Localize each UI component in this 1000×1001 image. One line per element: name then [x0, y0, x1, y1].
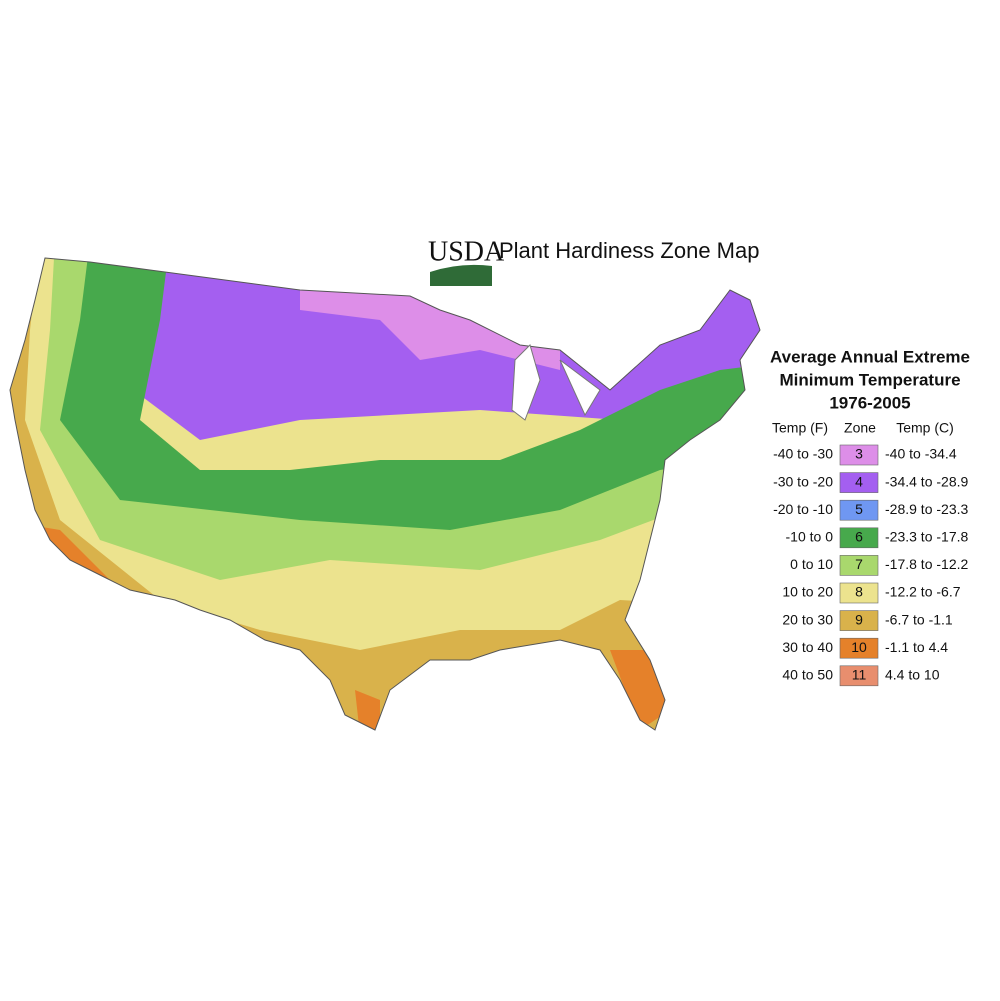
- legend-title: 1976-2005: [829, 393, 910, 412]
- zone-swatch: [839, 665, 879, 687]
- temp-c: -23.3 to -17.8: [885, 529, 968, 545]
- temp-f: 10 to 20: [782, 584, 833, 600]
- map-title: Plant Hardiness Zone Map: [499, 238, 759, 263]
- zone-number: 11: [852, 667, 867, 683]
- temp-c: -17.8 to -12.2: [885, 556, 968, 572]
- zone-swatch: [839, 582, 879, 604]
- legend-title: Average Annual Extreme: [770, 347, 970, 366]
- temp-f: -20 to -10: [773, 501, 833, 517]
- logo: USDA: [428, 236, 505, 286]
- country-outline: [9, 257, 761, 731]
- zone-swatch: [839, 499, 879, 521]
- temp-f: 0 to 10: [790, 556, 833, 572]
- temp-f: 40 to 50: [782, 667, 833, 683]
- legend: Average Annual Extreme Minimum Temperatu…: [770, 347, 970, 687]
- zone-swatch: [839, 444, 879, 466]
- logo-text: USDA: [428, 236, 505, 267]
- temp-c: -1.1 to 4.4: [885, 639, 948, 655]
- temp-c: 4.4 to 10: [885, 667, 940, 683]
- column-header: Zone: [844, 420, 876, 436]
- temp-f: -40 to -30: [773, 446, 833, 462]
- zone-number: 6: [855, 529, 863, 545]
- zone-number: 7: [855, 556, 863, 572]
- zone-number: 4: [855, 473, 863, 489]
- zone-swatch: [839, 527, 879, 549]
- zone-swatch: [839, 610, 879, 631]
- temp-c: -34.4 to -28.9: [885, 473, 968, 489]
- zone-swatch: [839, 555, 879, 576]
- zone-swatch: [839, 637, 879, 659]
- temp-c: -6.7 to -1.1: [885, 611, 953, 627]
- column-header: Temp (C): [896, 420, 954, 436]
- zone-number: 8: [855, 584, 863, 600]
- temp-f: 30 to 40: [782, 639, 833, 655]
- zone-region: [10, 520, 670, 730]
- temp-f: -10 to 0: [786, 529, 834, 545]
- zone-number: 5: [855, 501, 863, 517]
- temp-c: -28.9 to -23.3: [885, 501, 968, 517]
- temp-c: -12.2 to -6.7: [885, 584, 961, 600]
- temp-f: 20 to 30: [782, 611, 833, 627]
- temp-f: -30 to -20: [773, 473, 833, 489]
- zone-number: 10: [851, 639, 867, 655]
- zone-number: 9: [855, 611, 863, 627]
- zone-number: 3: [855, 446, 863, 462]
- great-lakes: [511, 344, 601, 421]
- legend-title: Minimum Temperature: [779, 370, 960, 389]
- temp-c: -40 to -34.4: [885, 446, 957, 462]
- column-header: Temp (F): [772, 420, 828, 436]
- logo-swoosh: [430, 264, 492, 286]
- zone-swatch: [839, 472, 879, 493]
